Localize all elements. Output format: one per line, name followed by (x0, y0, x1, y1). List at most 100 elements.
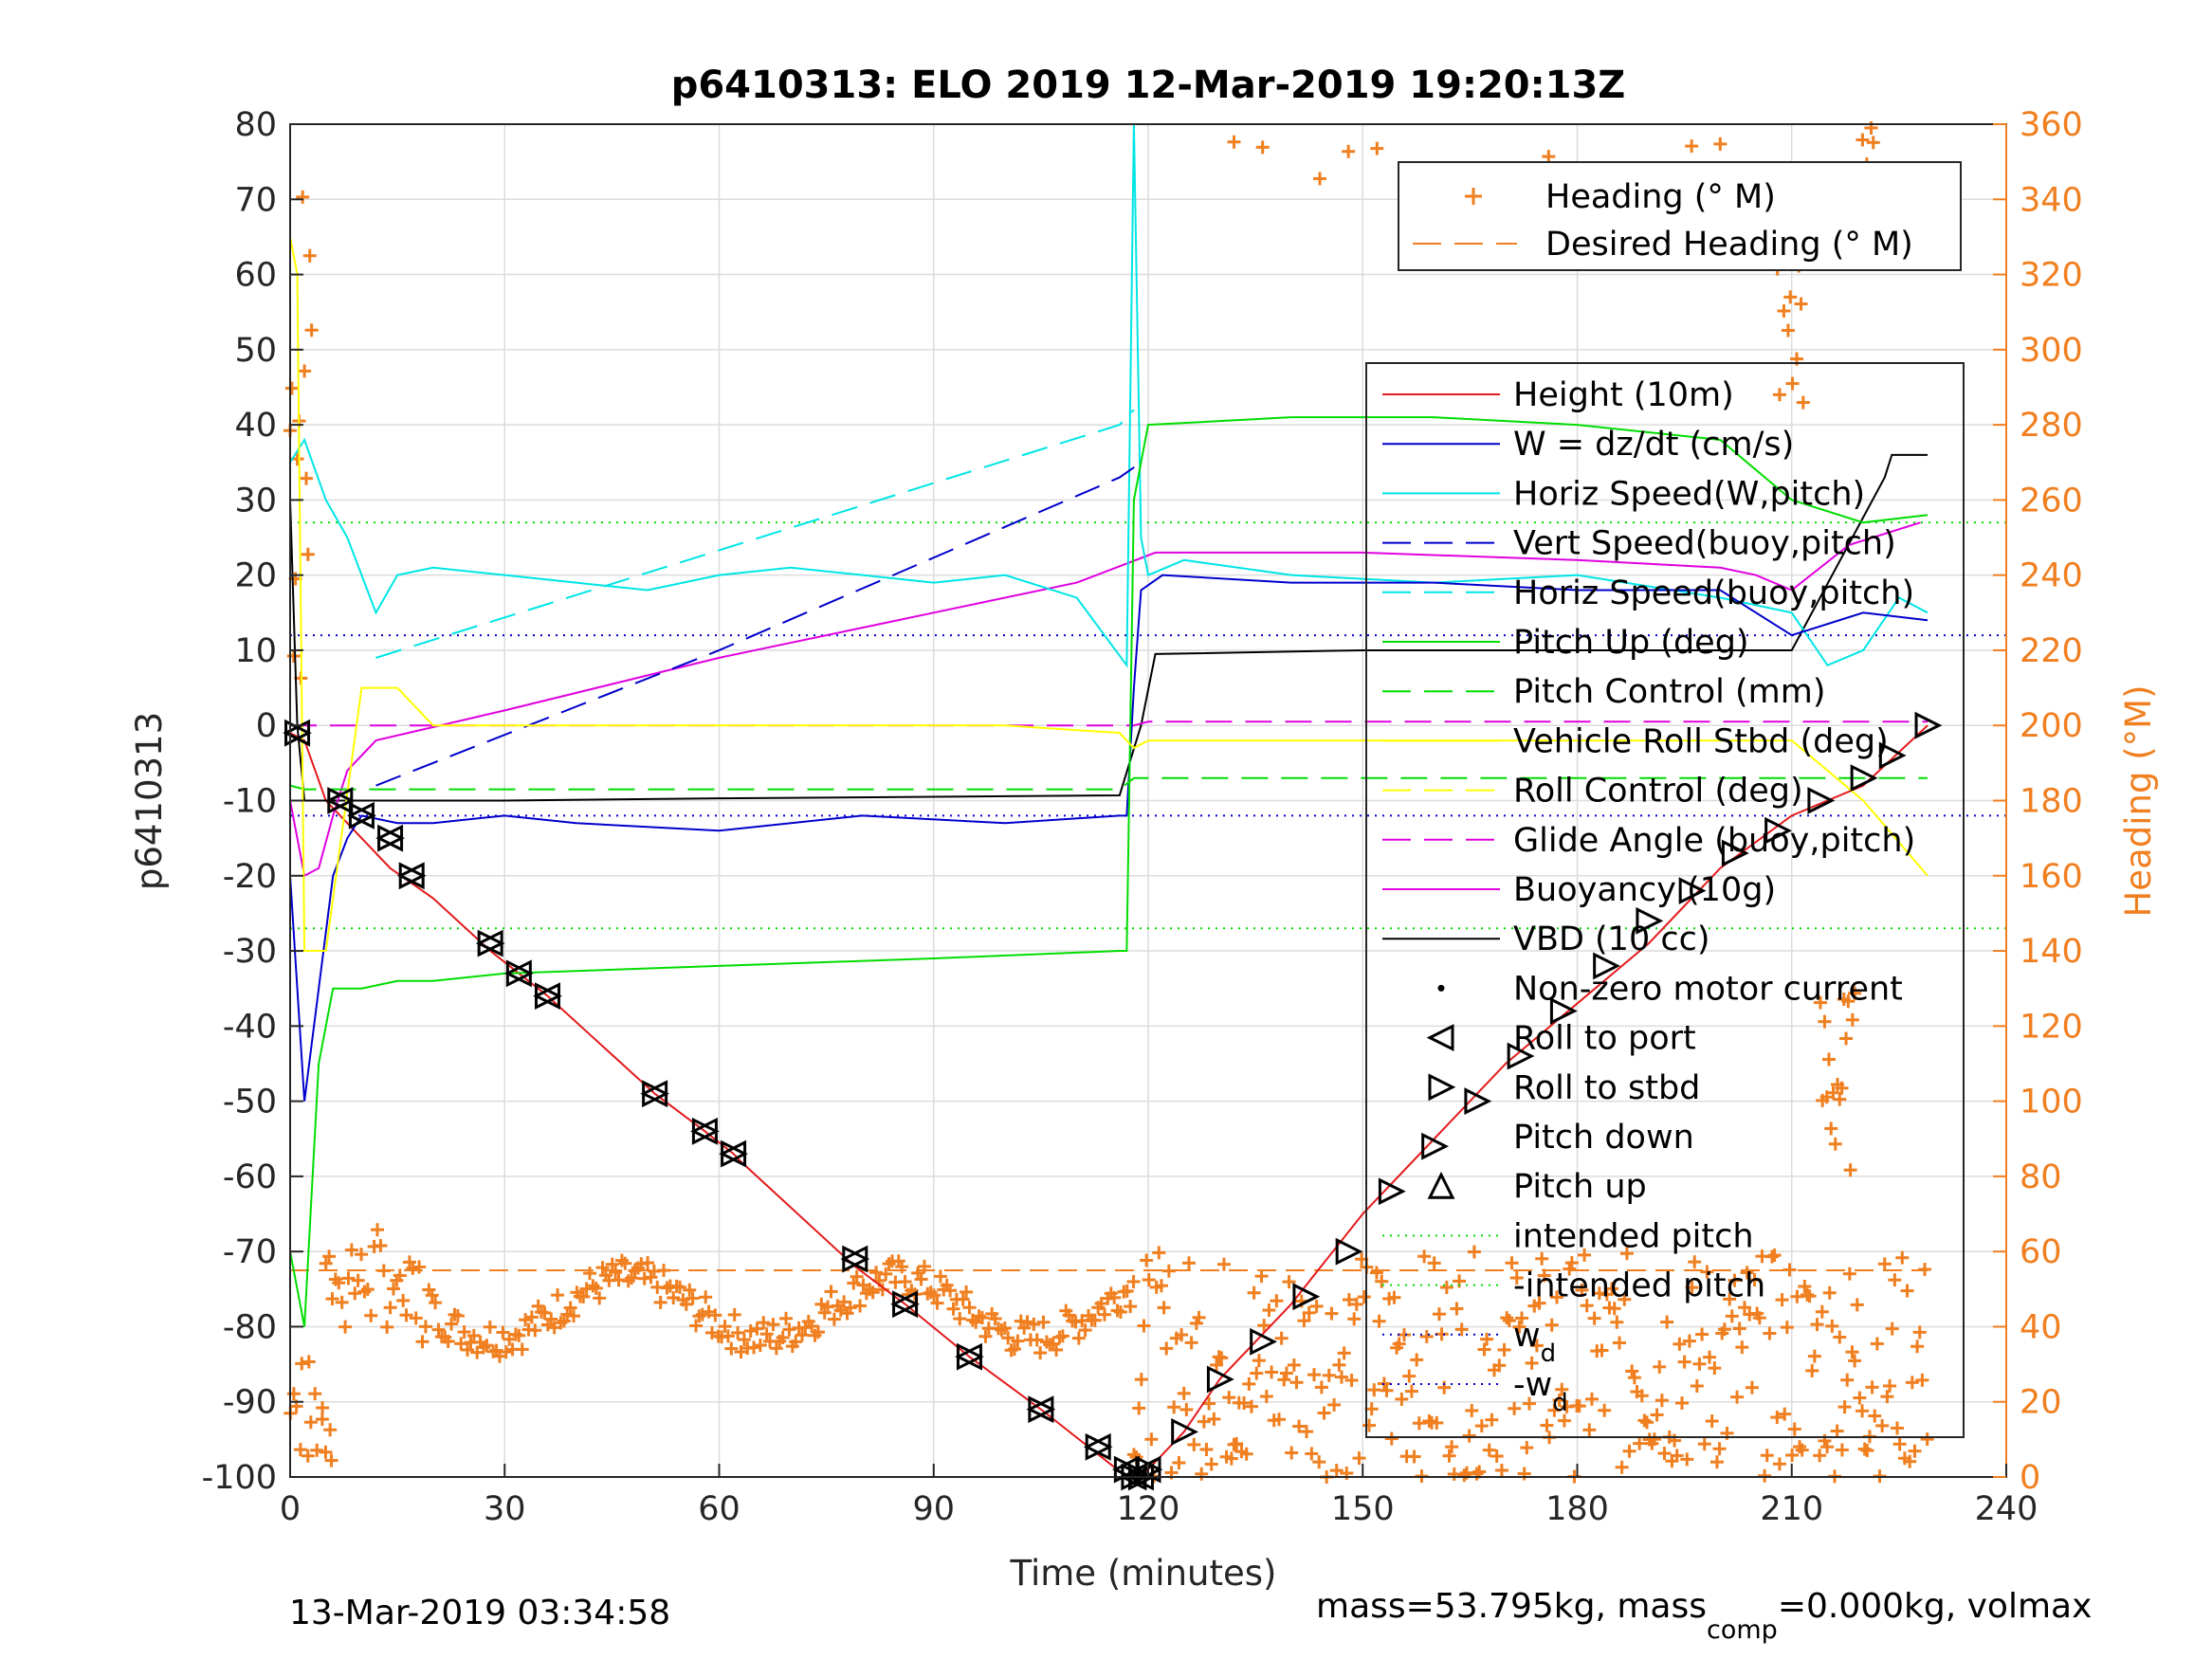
heading-marker (445, 1317, 459, 1331)
heading-marker (1785, 1449, 1800, 1463)
heading-marker (1007, 1342, 1021, 1357)
heading-marker (843, 1301, 857, 1315)
heading-marker (953, 1312, 967, 1326)
heading-marker (1732, 1322, 1746, 1336)
heading-marker (396, 1293, 411, 1307)
heading-marker (1305, 1447, 1319, 1461)
heading-marker (1730, 1390, 1745, 1404)
heading-marker (412, 1260, 427, 1274)
legend-label-sub: d (1541, 1340, 1557, 1368)
heading-marker (686, 1291, 700, 1305)
roll-marker-right (327, 787, 356, 814)
legend-label: Roll to stbd (1513, 1069, 1700, 1107)
y-right-tick-label: 280 (2020, 407, 2083, 445)
y-right-tick-label: 160 (2020, 858, 2083, 896)
heading-marker (1697, 1437, 1711, 1451)
y-right-tick-label: 120 (2020, 1008, 2083, 1046)
heading-marker (519, 1313, 533, 1327)
legend-label: Vehicle Roll Stbd (deg) (1513, 722, 1889, 760)
heading-marker (319, 1445, 333, 1459)
heading-marker (824, 1285, 838, 1299)
heading-marker (1802, 1289, 1817, 1304)
heading-marker (769, 1341, 783, 1356)
heading-marker (1370, 141, 1384, 155)
heading-marker (699, 1290, 713, 1304)
heading-marker (302, 1355, 316, 1369)
heading-marker (1782, 1263, 1797, 1277)
heading-marker (1216, 1257, 1231, 1271)
heading-marker (1230, 1437, 1244, 1451)
heading-marker (1529, 1339, 1544, 1353)
legend-label: Roll to port (1513, 1020, 1696, 1058)
heading-marker (1237, 1395, 1252, 1410)
heading-marker (1778, 1407, 1792, 1421)
heading-marker (1833, 1092, 1847, 1106)
heading-marker (1442, 1449, 1456, 1463)
heading-marker (1397, 1328, 1411, 1342)
legend-swatch (1437, 984, 1445, 992)
heading-marker (1515, 1311, 1529, 1325)
heading-marker (338, 1320, 353, 1334)
heading-marker (1670, 1449, 1684, 1463)
x-tick-label: 30 (484, 1490, 526, 1528)
heading-marker (1615, 1460, 1629, 1474)
series-vbd-10-cc- (289, 453, 1929, 802)
legend-label-sub: d (1552, 1389, 1568, 1417)
heading-marker (1204, 1457, 1218, 1471)
heading-marker (1575, 1283, 1589, 1297)
heading-marker (295, 1357, 309, 1371)
heading-marker (1402, 1369, 1417, 1383)
y-tick-label: -80 (223, 1308, 277, 1346)
y-right-tick-label: 340 (2020, 181, 2083, 219)
heading-marker (1126, 1274, 1141, 1288)
heading-marker (1856, 1404, 1870, 1418)
x-tick-label: 150 (1331, 1490, 1395, 1528)
y-tick-label: -50 (223, 1084, 277, 1121)
heading-marker (718, 1320, 732, 1334)
heading-marker (355, 1248, 369, 1262)
x-tick-label: 90 (912, 1490, 955, 1528)
roll-marker-right (691, 1117, 720, 1145)
heading-marker (1584, 1392, 1599, 1406)
heading-marker (1181, 1256, 1196, 1270)
heading-marker (1622, 1444, 1636, 1458)
roll-marker-right (1878, 741, 1907, 770)
heading-marker (1535, 1251, 1549, 1266)
heading-marker (1625, 1364, 1639, 1378)
heading-marker (1349, 1297, 1363, 1311)
heading-marker (1841, 994, 1856, 1009)
heading-marker (303, 1415, 318, 1430)
heading-marker (425, 1288, 439, 1303)
heading-marker (1640, 1415, 1654, 1430)
legend-label: Horiz Speed(buoy,pitch) (1513, 574, 1914, 612)
heading-marker (1454, 1322, 1469, 1337)
heading-marker (1011, 1334, 1025, 1348)
footer-mass-pre: mass=53.795kg, mass (1316, 1587, 1707, 1626)
heading-marker (1134, 1373, 1148, 1387)
heading-marker (753, 1339, 767, 1353)
heading-marker (933, 1269, 947, 1284)
heading-marker (1372, 1314, 1386, 1328)
heading-marker (1866, 136, 1880, 150)
heading-marker (315, 1413, 329, 1427)
heading-marker (1598, 1403, 1612, 1417)
heading-marker (641, 1256, 655, 1270)
heading-marker (869, 1266, 884, 1280)
heading-marker (1187, 1437, 1201, 1451)
heading-marker (1708, 1361, 1722, 1376)
y-right-tick-label: 260 (2020, 482, 2083, 520)
heading-marker (376, 1264, 391, 1278)
y-right-tick-label: 300 (2020, 332, 2083, 370)
heading-marker (833, 1304, 848, 1318)
heading-marker (1772, 388, 1786, 402)
heading-marker (1595, 1343, 1609, 1358)
heading-marker (461, 1342, 475, 1357)
legend-heading-label: Desired Heading (° M) (1545, 226, 1913, 264)
chart-title: p6410313: ELO 2019 12-Mar-2019 19:20:13Z (671, 64, 1626, 107)
roll-marker-right (348, 801, 376, 830)
series-pitch-up-deg- (289, 416, 1929, 1327)
heading-marker (1132, 1401, 1146, 1415)
heading-marker (1912, 1325, 1927, 1340)
heading-marker (1578, 1248, 1592, 1262)
heading-marker (1845, 1012, 1859, 1027)
